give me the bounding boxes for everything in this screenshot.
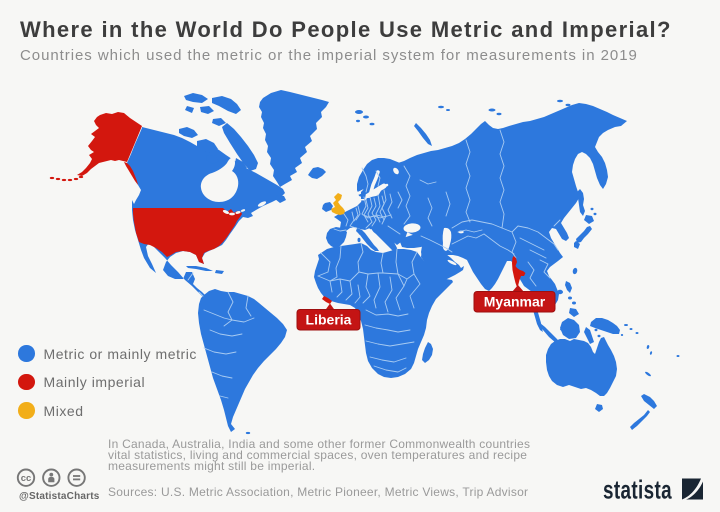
svg-text:Liberia: Liberia <box>306 312 352 328</box>
svg-text:cc: cc <box>21 473 32 484</box>
svg-text:@StatistaCharts: @StatistaCharts <box>19 491 100 502</box>
svg-text:Myanmar: Myanmar <box>484 294 546 310</box>
svg-text:statista: statista <box>603 476 672 504</box>
